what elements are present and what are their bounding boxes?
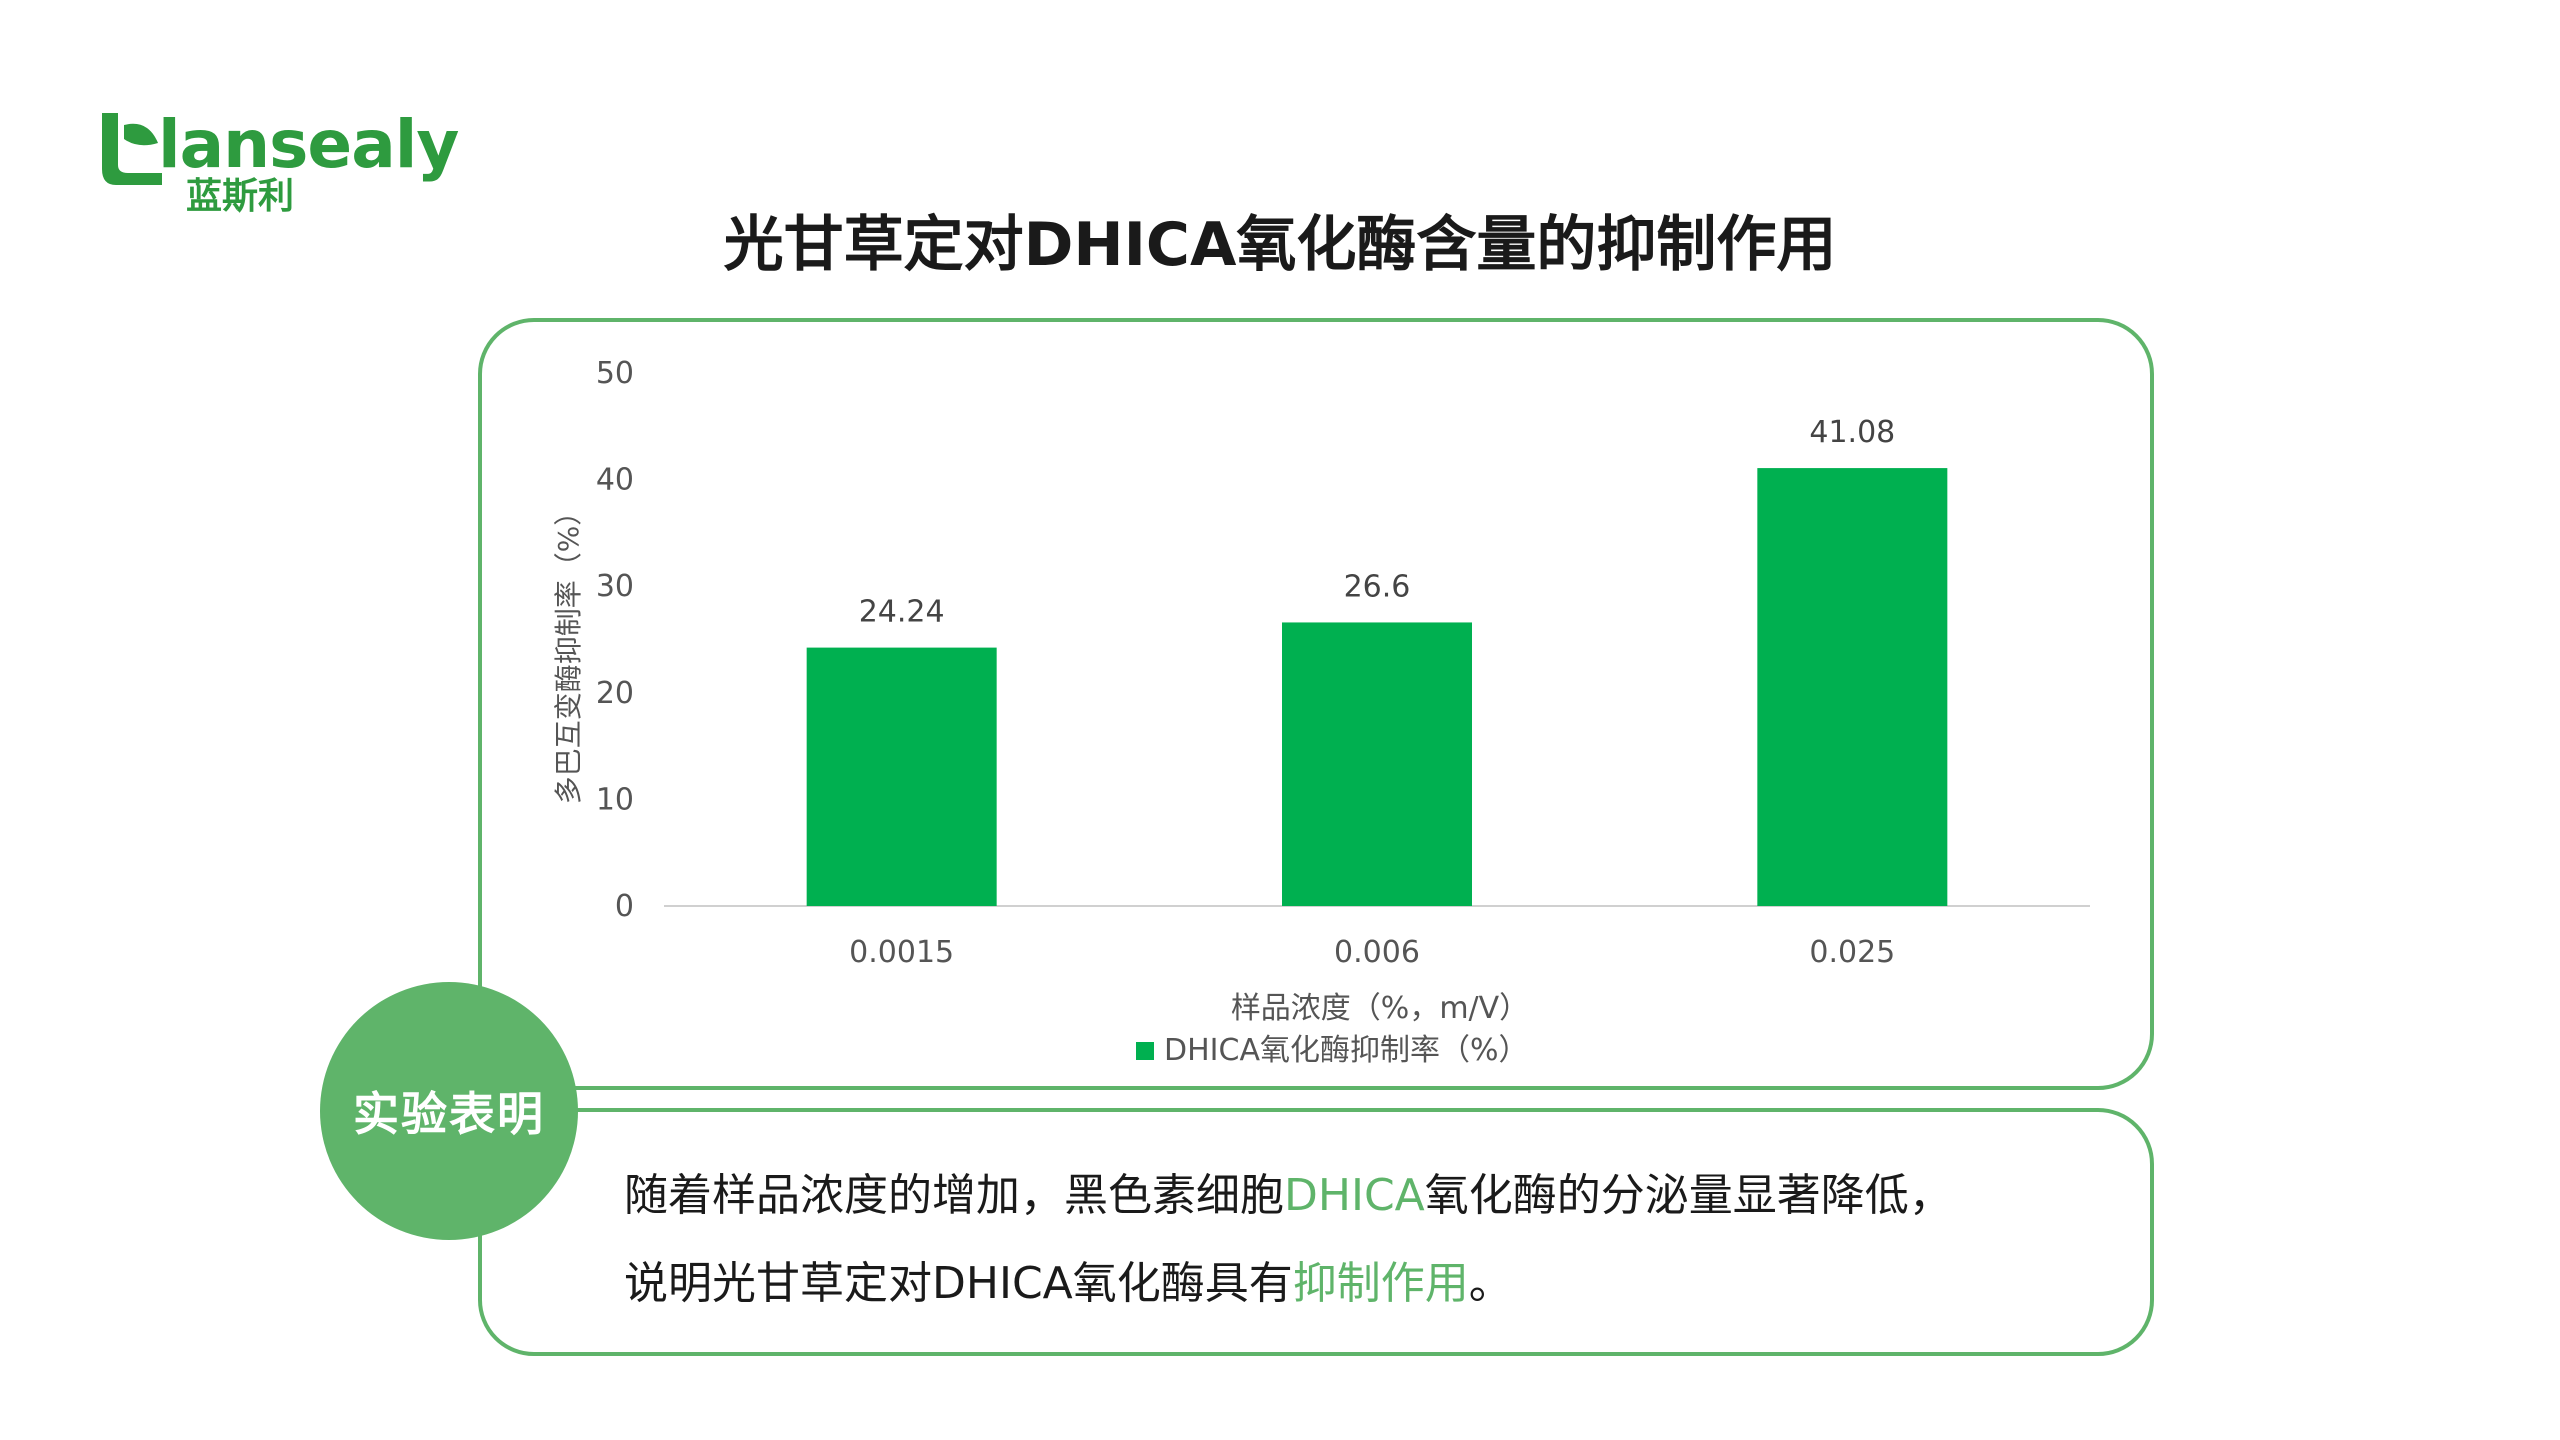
data-label-1: 26.6 [1344,569,1411,604]
legend-swatch [1136,1042,1154,1060]
bar-2 [1757,468,1948,906]
logo-brand-text: lansealy [158,106,459,183]
conclusion-line-1: 随着样品浓度的增加，黑色素细胞DHICA氧化酶的分泌量显著降低， [624,1152,2124,1240]
conclusion-line-1-part-b: 氧化酶的分泌量显著降低， [1424,1170,1953,1221]
conclusion-badge-label: 实验表明 [353,1087,545,1141]
y-tick-label-1: 10 [596,782,634,817]
bar-1 [1282,622,1472,906]
legend-label: DHICA氧化酶抑制率（%） [1164,1033,1528,1068]
chart-panel [478,318,2154,1090]
logo-leaf-icon [102,113,162,185]
x-axis-title: 样品浓度（%，m/V） [1231,991,1529,1026]
y-axis-title: 多巴互变酶抑制率（%） [552,498,585,805]
brand-logo: lansealy 蓝斯利 [98,105,459,220]
conclusion-line-1-highlight: DHICA [1284,1170,1425,1221]
page-title: 光甘草定对DHICA氧化酶含量的抑制作用 [723,210,1837,280]
conclusion-line-1-part-a: 随着样品浓度的增加，黑色素细胞 [624,1170,1284,1221]
data-label-2: 41.08 [1809,415,1895,450]
x-tick-label-2: 0.025 [1809,935,1895,970]
bar-0 [806,647,997,906]
y-tick-label-4: 40 [596,463,634,498]
conclusion-line-2-part-b: 。 [1468,1258,1513,1309]
x-tick-label-0: 0.0015 [849,935,954,970]
y-tick-label-2: 20 [596,676,634,711]
data-label-0: 24.24 [859,595,945,630]
bar-chart: 0 10 20 30 40 50 24.24 0.0015 26.6 0.006 41.08 0.02… [552,356,2090,1068]
x-tick-label-1: 0.006 [1334,935,1420,970]
y-tick-label-0: 0 [615,889,634,924]
y-tick-label-5: 50 [596,356,634,391]
logo-brand-cn: 蓝斯利 [186,176,295,217]
conclusion-badge: 实验表明 [320,982,578,1240]
y-tick-label-3: 30 [596,569,634,604]
conclusion-line-2-highlight: 抑制作用 [1292,1258,1469,1309]
conclusion-panel [478,1108,2154,1356]
conclusion-line-2-part-a: 说明光甘草定对DHICA氧化酶具有 [624,1258,1293,1309]
conclusion-text: 随着样品浓度的增加，黑色素细胞DHICA氧化酶的分泌量显著降低， 说明光甘草定对… [624,1152,2124,1328]
conclusion-line-2: 说明光甘草定对DHICA氧化酶具有抑制作用。 [624,1240,2124,1328]
